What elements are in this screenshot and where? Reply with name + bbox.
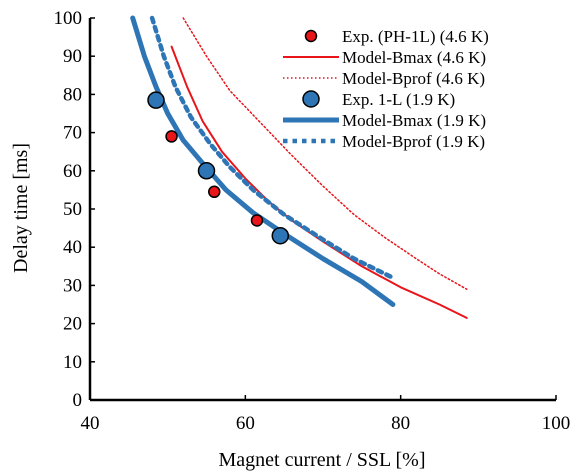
legend-label: Model-Bmax (4.6 K) <box>342 48 486 67</box>
plot-area <box>88 15 556 402</box>
legend-item: Model-Bprof (4.6 K) <box>283 69 485 88</box>
data-point <box>165 130 178 143</box>
x-tick-label: 40 <box>81 413 100 434</box>
y-tick-label: 20 <box>63 314 82 335</box>
legend-label: Model-Bprof (4.6 K) <box>342 69 485 88</box>
x-tick-label: 80 <box>391 413 410 434</box>
series-line <box>182 17 468 290</box>
y-tick-label: 90 <box>63 46 82 67</box>
x-axis-ticks: 40 60 80 100 <box>81 395 571 434</box>
y-tick-label: 0 <box>73 390 83 411</box>
legend-marker <box>304 29 318 43</box>
data-point <box>208 185 221 199</box>
legend-item: Exp. 1-L (1.9 K) <box>302 90 455 109</box>
legend: Exp. (PH-1L) (4.6 K) Model-Bmax (4.6 K) Mo… <box>283 27 489 151</box>
legend-marker <box>302 90 320 108</box>
data-point <box>250 214 264 227</box>
y-tick-label: 80 <box>63 84 82 105</box>
y-tick-label: 10 <box>63 352 82 373</box>
y-tick-label: 70 <box>63 123 82 144</box>
legend-label: Model-Bmax (1.9 K) <box>342 111 486 130</box>
legend-label: Exp. 1-L (1.9 K) <box>342 90 455 109</box>
legend-item: Model-Bmax (1.9 K) <box>283 111 486 130</box>
series-line <box>130 15 396 307</box>
y-tick-label: 60 <box>63 161 82 182</box>
legend-label: Exp. (PH-1L) (4.6 K) <box>342 27 489 46</box>
y-tick-label: 40 <box>63 237 82 258</box>
legend-label: Model-Bprof (1.9 K) <box>342 132 485 151</box>
data-point <box>147 91 165 109</box>
y-axis-ticks: 0 10 20 30 40 50 60 70 80 90 100 <box>54 8 95 411</box>
data-point <box>271 226 290 245</box>
y-axis-label: Delay time [ms] <box>10 143 32 273</box>
legend-item: Model-Bprof (1.9 K) <box>283 132 485 151</box>
legend-item: Model-Bmax (4.6 K) <box>283 48 486 67</box>
y-tick-label: 30 <box>63 275 82 296</box>
y-tick-label: 50 <box>63 199 82 220</box>
x-axis-label: Magnet current / SSL [%] <box>219 449 426 471</box>
x-tick-label: 100 <box>542 413 571 434</box>
series-line <box>149 15 396 281</box>
y-tick-label: 100 <box>54 8 83 29</box>
data-point <box>197 162 216 180</box>
legend-item: Exp. (PH-1L) (4.6 K) <box>304 27 489 46</box>
x-tick-label: 60 <box>236 413 255 434</box>
